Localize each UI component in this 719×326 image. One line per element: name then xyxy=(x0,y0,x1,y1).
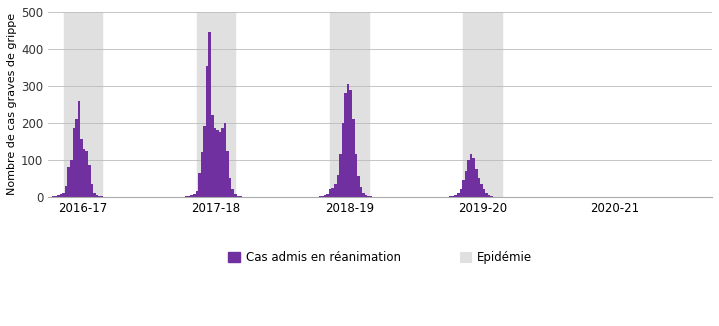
Bar xyxy=(370,196,372,197)
Bar xyxy=(485,193,487,197)
Bar xyxy=(70,160,73,197)
Bar xyxy=(360,187,362,197)
Bar xyxy=(96,195,99,197)
Bar xyxy=(367,196,370,197)
Bar xyxy=(365,195,367,197)
Bar xyxy=(55,196,58,197)
Bar xyxy=(186,196,188,197)
Bar xyxy=(65,185,68,197)
Bar xyxy=(462,180,464,197)
Bar xyxy=(219,132,221,197)
Bar xyxy=(198,173,201,197)
Bar xyxy=(211,115,214,197)
Bar xyxy=(475,169,477,197)
Y-axis label: Nombre de cas graves de grippe: Nombre de cas graves de grippe xyxy=(7,13,17,195)
Bar xyxy=(482,189,485,197)
Bar xyxy=(193,194,196,197)
Bar xyxy=(467,160,470,197)
Bar xyxy=(73,128,75,197)
Bar xyxy=(326,194,329,197)
Bar xyxy=(347,84,349,197)
Bar xyxy=(352,119,354,197)
Bar xyxy=(464,12,502,197)
Legend: Cas admis en réanimation, Epidémie: Cas admis en réanimation, Epidémie xyxy=(223,246,537,268)
Bar xyxy=(83,149,86,197)
Bar xyxy=(459,189,462,197)
Bar xyxy=(334,184,336,197)
Bar xyxy=(457,193,459,197)
Bar xyxy=(209,32,211,197)
Bar xyxy=(449,196,452,197)
Bar xyxy=(101,196,104,197)
Bar xyxy=(331,188,334,197)
Bar xyxy=(188,196,191,197)
Bar xyxy=(487,195,490,197)
Bar xyxy=(490,196,493,197)
Bar xyxy=(63,12,102,197)
Bar xyxy=(203,126,206,197)
Bar xyxy=(216,130,219,197)
Bar xyxy=(93,193,96,197)
Bar xyxy=(88,165,91,197)
Bar xyxy=(63,193,65,197)
Bar xyxy=(452,196,454,197)
Bar xyxy=(86,151,88,197)
Bar xyxy=(226,151,229,197)
Bar xyxy=(81,140,83,197)
Bar xyxy=(324,195,326,197)
Bar xyxy=(191,195,193,197)
Bar xyxy=(329,189,331,197)
Bar xyxy=(197,12,235,197)
Bar xyxy=(339,154,342,197)
Bar xyxy=(342,123,344,197)
Bar xyxy=(336,174,339,197)
Bar xyxy=(354,154,357,197)
Bar xyxy=(321,196,324,197)
Bar xyxy=(454,195,457,197)
Bar xyxy=(75,119,78,197)
Bar xyxy=(480,184,482,197)
Bar xyxy=(99,196,101,197)
Bar xyxy=(221,128,224,197)
Bar xyxy=(470,154,472,197)
Bar xyxy=(201,152,203,197)
Bar xyxy=(330,12,369,197)
Bar xyxy=(234,194,237,197)
Bar xyxy=(232,189,234,197)
Bar xyxy=(349,90,352,197)
Bar xyxy=(344,93,347,197)
Bar xyxy=(464,171,467,197)
Bar xyxy=(60,194,63,197)
Bar xyxy=(239,196,242,197)
Bar xyxy=(229,178,232,197)
Bar xyxy=(362,193,365,197)
Bar xyxy=(206,66,209,197)
Bar xyxy=(319,196,321,197)
Bar xyxy=(237,196,239,197)
Bar xyxy=(477,178,480,197)
Bar xyxy=(357,176,360,197)
Bar xyxy=(214,128,216,197)
Bar xyxy=(224,123,226,197)
Bar xyxy=(52,196,55,197)
Bar xyxy=(68,167,70,197)
Bar xyxy=(196,191,198,197)
Bar xyxy=(58,195,60,197)
Bar xyxy=(91,184,93,197)
Bar xyxy=(78,101,81,197)
Bar xyxy=(472,158,475,197)
